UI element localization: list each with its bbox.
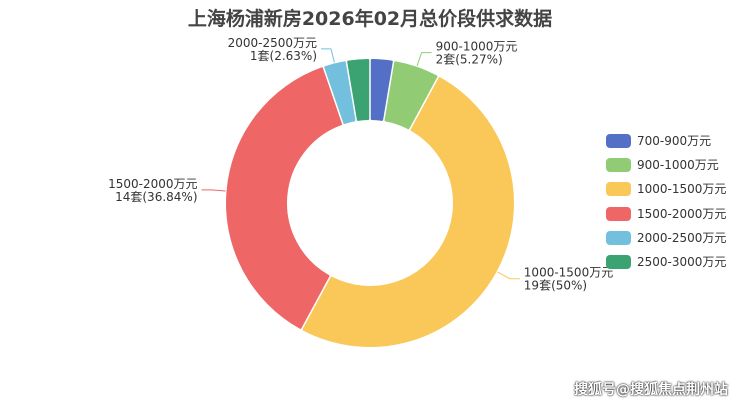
donut-slice-6: [347, 59, 370, 121]
watermark: 搜狐号@搜狐焦点荆州站: [574, 382, 728, 398]
legend-swatch: [606, 158, 631, 173]
label-leader-4: [201, 189, 226, 192]
slice-label-value-2: 2套(5.27%): [436, 53, 503, 67]
donut-slice-2: [384, 61, 438, 130]
legend-label: 2000-2500万元: [637, 230, 727, 245]
slice-label-value-4: 14套(36.84%): [115, 190, 197, 204]
donut-slice-1: [370, 59, 393, 121]
legend-label: 2500-3000万元: [637, 254, 727, 269]
legend-swatch: [606, 230, 631, 245]
slice-label-name-5: 2000-2500万元: [228, 36, 317, 50]
legend-swatch: [606, 134, 631, 148]
legend-label: 900-1000万元: [637, 158, 719, 173]
chart-title: 上海杨浦新房2026年02月总价段供求数据: [187, 8, 553, 30]
legend-swatch: [606, 182, 631, 197]
slice-label-value-3: 19套(50%): [524, 279, 587, 293]
label-leader-2: [416, 52, 432, 67]
label-leader-3: [497, 271, 520, 280]
donut-slice-4: [226, 67, 343, 329]
label-leader-5: [321, 48, 335, 63]
slice-label-name-3: 1000-1500万元: [524, 266, 613, 280]
legend-swatch: [606, 254, 631, 269]
legend-label: 1000-1500万元: [637, 182, 727, 197]
donut-slice-5: [324, 61, 356, 124]
donut-slice-3: [302, 77, 514, 347]
slice-label-name-2: 900-1000万元: [436, 40, 518, 54]
legend-label: 1500-2000万元: [637, 206, 727, 221]
legend-label: 700-900万元: [637, 134, 712, 148]
legend-swatch: [606, 206, 631, 221]
slice-label-name-4: 1500-2000万元: [108, 177, 197, 191]
slice-label-value-5: 1套(2.63%): [250, 49, 317, 63]
